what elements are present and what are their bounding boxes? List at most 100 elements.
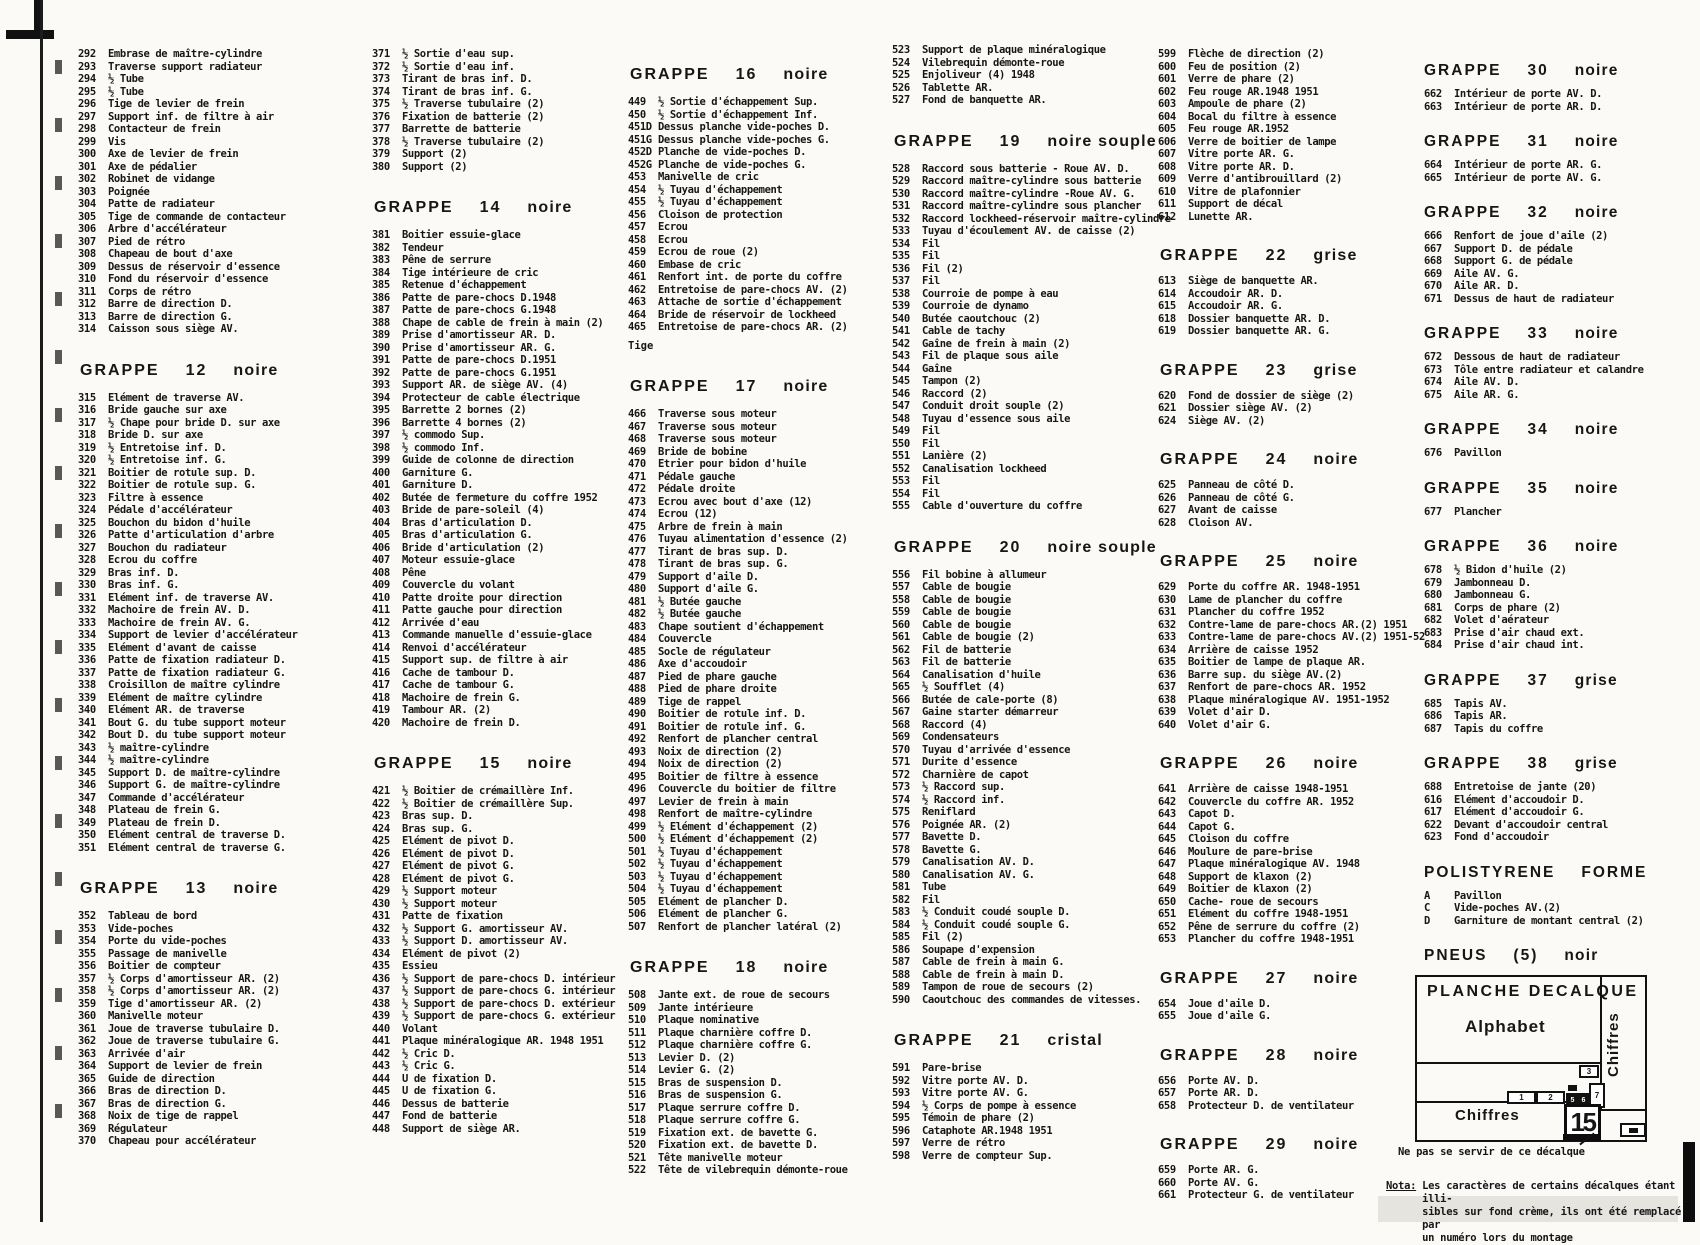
part-row: 652 Pêne de serrure du coffre (2) — [1158, 921, 1406, 934]
part-label: Fond du réservoir d'essence — [108, 273, 268, 285]
part-number: 398 — [372, 441, 390, 454]
group-header-part: GRAPPE — [1160, 755, 1240, 772]
group-header-part: GRAPPE — [630, 959, 710, 976]
part-number: 445 — [372, 1085, 390, 1097]
part-row: 373 Tirant de bras inf. D. — [372, 73, 624, 86]
part-label: Dossier banquette AR. D. — [1188, 312, 1331, 325]
part-number: 632 — [1158, 618, 1176, 631]
part-label: ½ Support D. amortisseur AV. — [402, 935, 568, 947]
part-label: Patte d'articulation d'arbre — [108, 529, 274, 541]
part-row: 550 Fil — [892, 438, 1156, 451]
group-header-part: noire — [1574, 204, 1619, 221]
part-number: 392 — [372, 366, 390, 379]
part-number: 513 — [628, 1051, 646, 1064]
part-number: 565 — [892, 681, 910, 693]
page-left-rule — [40, 0, 43, 1222]
part-row: 614 Accoudoir AR. D. — [1158, 288, 1406, 301]
part-label: Croisillon de maître cylindre — [108, 679, 280, 691]
part-row: 687 Tapis du coffre — [1424, 723, 1674, 736]
part-row: 679 Jambonneau D. — [1424, 577, 1674, 590]
part-number: 512 — [628, 1039, 646, 1051]
part-label: Filtre à essence — [108, 491, 203, 504]
part-label: Fil bobine à allumeur — [922, 568, 1047, 581]
decal-chiffres-label: Chiffres — [1455, 1107, 1520, 1124]
part-number: 438 — [372, 997, 390, 1010]
part-number: 426 — [372, 847, 390, 860]
part-label: Ampoule de phare (2) — [1188, 98, 1307, 110]
part-label: Patte de pare-chocs D.1951 — [402, 354, 556, 366]
part-number: 657 — [1158, 1087, 1176, 1099]
part-row: 340 Elément AR. de traverse — [78, 704, 370, 717]
group-header-part: noire — [783, 378, 829, 395]
part-label: Cataphote AR.1948 1951 — [922, 1124, 1053, 1137]
part-label: Tête manivelle moteur — [658, 1151, 783, 1164]
part-number: 673 — [1424, 363, 1442, 376]
part-number: 557 — [892, 581, 910, 593]
part-label: ½ Elément d'échappement (2) — [658, 820, 818, 833]
part-number: 501 — [628, 845, 646, 858]
part-label: Manivelle moteur — [108, 1010, 203, 1022]
part-label: Tuyau alimentation d'essence (2) — [658, 533, 848, 545]
part-number: 330 — [78, 579, 96, 591]
group-header-part: GRAPPE — [1424, 755, 1502, 772]
part-number: 425 — [372, 835, 390, 847]
part-row: 345 Support D. de maître-cylindre — [78, 767, 370, 780]
part-row: 332 Machoire de frein AV. D. — [78, 604, 370, 617]
part-number: 444 — [372, 1072, 390, 1085]
part-row: 497 Levier de frein à main — [628, 796, 888, 809]
part-label: Elément inf. de traverse AV. — [108, 591, 274, 604]
part-row: 504 ½ Tuyau d'échappement — [628, 883, 888, 896]
part-row: 555 Cable d'ouverture du coffre — [892, 500, 1156, 513]
part-number: 446 — [372, 1097, 390, 1110]
part-number: 596 — [892, 1124, 910, 1137]
part-row: 534 Fil — [892, 238, 1156, 251]
part-row: 441 Plaque minéralogique AR. 1948 1951 — [372, 1035, 624, 1048]
part-number: 662 — [1424, 88, 1442, 100]
part-label: Tapis AR. — [1454, 710, 1508, 722]
part-row: 498 Renfort de maître-cylindre — [628, 808, 888, 821]
part-label: Cloison de protection — [658, 208, 783, 221]
nota-line: Les caractères de certains décalques éta… — [1422, 1180, 1676, 1205]
part-label: Fil — [922, 425, 940, 437]
part-label: Entretoise de pare-chocs AV. (2) — [658, 283, 848, 296]
part-row: 655 Joue d'aile G. — [1158, 1010, 1406, 1023]
part-number: 589 — [892, 981, 910, 993]
part-label: ½ Sortie d'échappement Inf. — [658, 108, 818, 121]
part-row: 372 ½ Sortie d'eau inf. — [372, 61, 624, 74]
part-row: 596 Cataphote AR.1948 1951 — [892, 1125, 1156, 1138]
part-row: 360 Manivelle moteur — [78, 1010, 370, 1023]
part-row: 314 Caisson sous siège AV. — [78, 323, 370, 336]
part-label: Essieu — [402, 960, 438, 972]
part-label: Pêne de serrure — [402, 254, 491, 266]
part-label: Renfort de plancher latéral (2) — [658, 920, 842, 933]
group-header-part: GRAPPE — [80, 880, 160, 897]
group-header-part: 32 — [1527, 204, 1549, 221]
part-label: Feu rouge AR.1948 1951 — [1188, 85, 1319, 98]
group-header-part: GRAPPE — [1160, 451, 1240, 468]
part-label: Fond d'accoudoir — [1454, 831, 1549, 843]
part-number: 608 — [1158, 160, 1176, 173]
part-number: 365 — [78, 1072, 96, 1085]
part-number: 581 — [892, 881, 910, 893]
part-row: 668 Support G. de pédale — [1424, 255, 1674, 268]
decal-box-1: 1 — [1507, 1091, 1536, 1104]
part-number: 688 — [1424, 781, 1442, 793]
part-number: 325 — [78, 516, 96, 529]
part-number: 519 — [628, 1126, 646, 1139]
group-header: GRAPPE 30 noire — [1424, 62, 1674, 80]
part-row: 295 ½ Tube — [78, 86, 370, 99]
part-number: 609 — [1158, 173, 1176, 185]
part-row: 337 Patte de fixation radiateur G. — [78, 667, 370, 680]
part-row: 398 ½ commodo Inf. — [372, 442, 624, 455]
group-header: GRAPPE 12 noire — [80, 362, 370, 380]
part-row: 375 ½ Traverse tubulaire (2) — [372, 98, 624, 111]
part-label: Pied de phare gauche — [658, 670, 777, 683]
part-row: 552 Canalisation lockheed — [892, 463, 1156, 476]
part-row: 544 Gaîne — [892, 363, 1156, 376]
part-label: ½ Butée gauche — [658, 595, 741, 608]
part-label: ½ Support moteur — [402, 885, 497, 897]
part-label: Raccord maître-cylindre -Roue AV. G. — [922, 187, 1136, 200]
part-number: 356 — [78, 960, 96, 972]
part-number: 568 — [892, 718, 910, 731]
part-number: 452G — [628, 158, 652, 171]
